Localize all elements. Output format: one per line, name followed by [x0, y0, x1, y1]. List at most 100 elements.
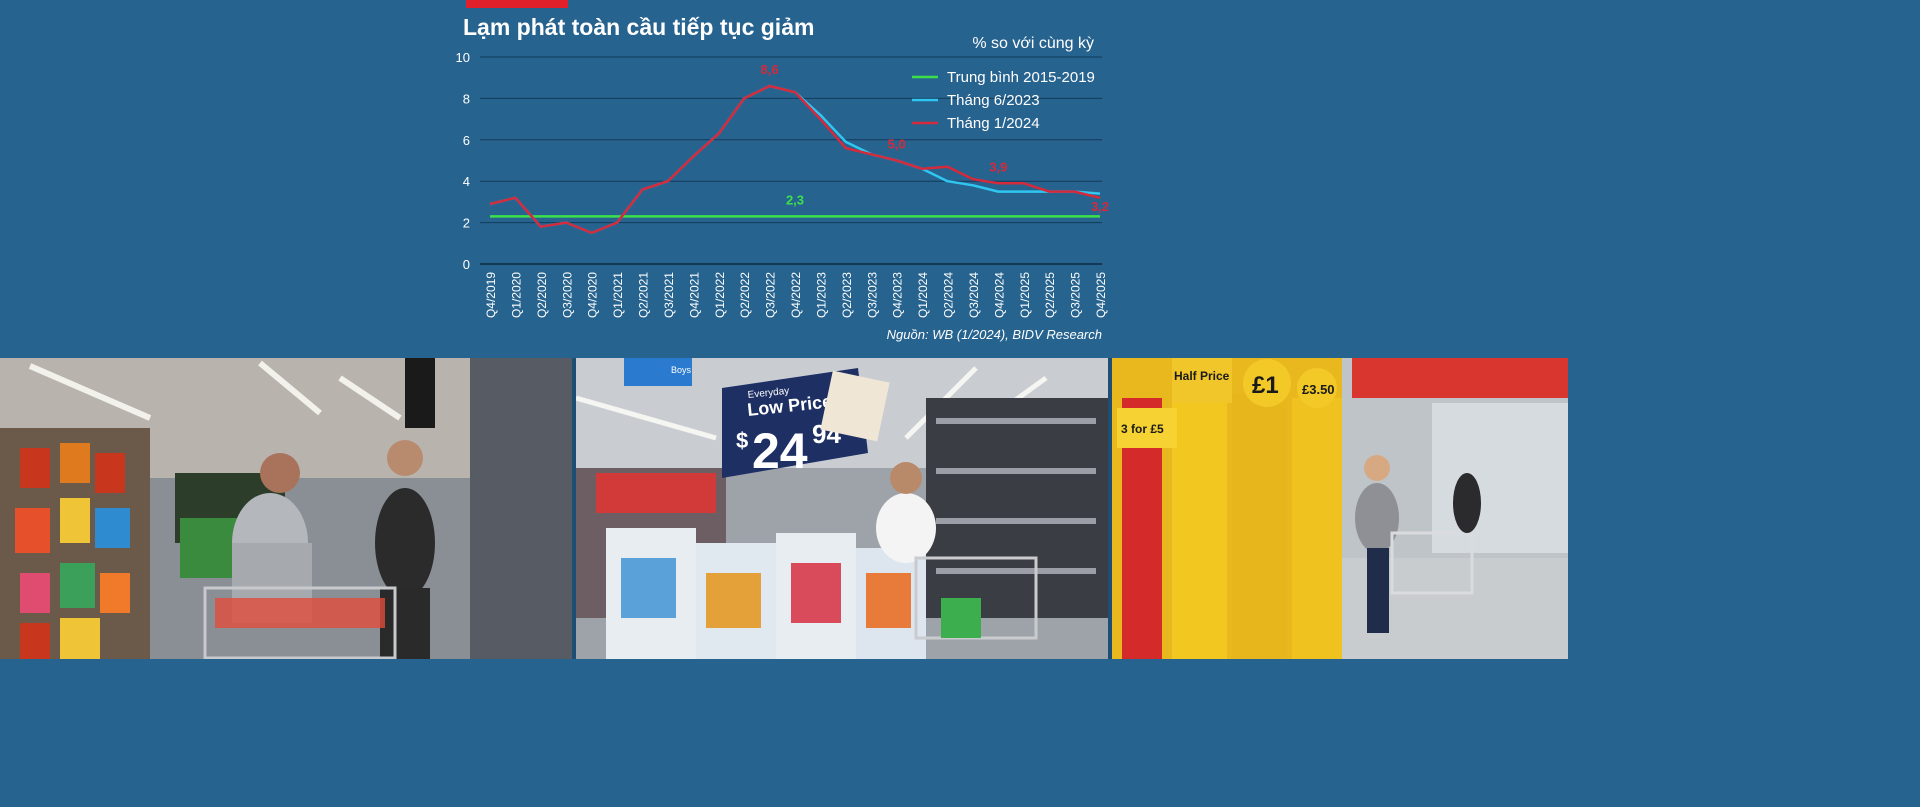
data-point	[540, 226, 541, 227]
x-tick-label: Q1/2023	[814, 272, 828, 318]
data-point	[540, 216, 541, 217]
data-point	[693, 216, 694, 217]
y-tick-label: 0	[463, 257, 470, 272]
inflation-chart: Lạm phát toàn cầu tiếp tục giảm % so với…	[456, 0, 1109, 342]
x-tick-label: Q2/2023	[840, 272, 854, 318]
data-point	[693, 156, 694, 157]
y-tick-label: 6	[463, 133, 470, 148]
data-point	[591, 216, 592, 217]
data-point	[591, 232, 592, 233]
x-tick-label: Q4/2024	[992, 272, 1006, 318]
data-point	[642, 216, 643, 217]
sign-half-price: Half Price	[1174, 369, 1230, 383]
x-tick-label: Q2/2021	[637, 272, 651, 318]
x-tick-label: Q1/2022	[713, 272, 727, 318]
data-point	[1023, 183, 1024, 184]
data-point	[490, 204, 491, 205]
x-tick-label: Q3/2023	[865, 272, 879, 318]
data-point	[820, 115, 821, 116]
data-label: 3,2	[1091, 199, 1109, 214]
sign-three-for-five: 3 for £5	[1121, 422, 1164, 436]
data-point	[515, 216, 516, 217]
x-tick-label: Q3/2022	[764, 272, 778, 318]
x-tick-label: Q1/2021	[611, 272, 625, 318]
data-point	[998, 183, 999, 184]
x-tick-label: Q4/2022	[789, 272, 803, 318]
data-point	[972, 216, 973, 217]
legend-label: Tháng 6/2023	[947, 92, 1040, 109]
data-point	[617, 216, 618, 217]
x-tick-label: Q2/2025	[1043, 272, 1057, 318]
sign-price-dollar: $	[736, 428, 748, 453]
y-tick-label: 2	[463, 216, 470, 231]
data-point	[667, 216, 668, 217]
title-accent-bar	[466, 0, 568, 8]
data-point	[896, 160, 897, 161]
data-point	[1049, 216, 1050, 217]
data-point	[972, 179, 973, 180]
x-tick-label: Q2/2022	[738, 272, 752, 318]
data-point	[998, 191, 999, 192]
x-tick-label: Q4/2021	[687, 272, 701, 318]
x-tick-label: Q3/2025	[1069, 272, 1083, 318]
photo-strip: Boys Everyday Low Price $ 24 94	[0, 358, 1568, 659]
data-point	[871, 154, 872, 155]
unit-label: % so với cùng kỳ	[972, 35, 1094, 52]
data-point	[718, 133, 719, 134]
x-tick-label: Q4/2023	[891, 272, 905, 318]
data-point	[769, 86, 770, 87]
x-tick-label: Q4/2025	[1094, 272, 1108, 318]
data-point	[744, 98, 745, 99]
low-price-display-photo: Boys Everyday Low Price $ 24 94	[576, 358, 1108, 659]
x-tick-label: Q1/2020	[509, 272, 523, 318]
data-point	[769, 216, 770, 217]
source-note: Nguồn: WB (1/2024), BIDV Research	[887, 327, 1102, 342]
shoppers-in-aisle-photo	[0, 358, 572, 659]
x-tick-label: Q4/2020	[586, 272, 600, 318]
data-point	[566, 222, 567, 223]
sign-one-pound: £1	[1252, 372, 1279, 399]
data-point	[947, 216, 948, 217]
y-tick-label: 4	[463, 174, 470, 189]
y-tick-label: 10	[456, 50, 470, 65]
data-point	[1074, 191, 1075, 192]
x-tick-label: Q3/2024	[967, 272, 981, 318]
data-point	[795, 216, 796, 217]
data-point	[1023, 216, 1024, 217]
data-point	[718, 216, 719, 217]
data-point	[515, 197, 516, 198]
data-point	[795, 92, 796, 93]
data-label: 8,6	[761, 62, 779, 77]
data-point	[922, 216, 923, 217]
x-tick-label: Q1/2025	[1018, 272, 1032, 318]
x-tick-label: Q3/2020	[560, 272, 574, 318]
sign-price-main: 24	[752, 423, 808, 479]
y-tick-label: 8	[463, 91, 470, 106]
chart-panel: Lạm phát toàn cầu tiếp tục giảm % so với…	[0, 0, 1568, 358]
boys-sign: Boys	[671, 365, 692, 375]
x-tick-label: Q3/2021	[662, 272, 676, 318]
data-point	[667, 181, 668, 182]
data-point	[1049, 191, 1050, 192]
data-point	[490, 216, 491, 217]
supermarket-shopper-photo: Half Price £1 £3.50 3 for £5	[1112, 358, 1568, 659]
series-line	[489, 84, 1101, 235]
data-point	[744, 216, 745, 217]
data-point	[845, 216, 846, 217]
data-point	[947, 181, 948, 182]
legend-label: Tháng 1/2024	[947, 115, 1040, 132]
chart-title: Lạm phát toàn cầu tiếp tục giảm	[463, 14, 814, 40]
data-point	[617, 222, 618, 223]
data-point	[1074, 216, 1075, 217]
x-tick-label: Q2/2020	[535, 272, 549, 318]
x-tick-label: Q2/2024	[942, 272, 956, 318]
data-label: 5,0	[888, 137, 906, 152]
data-point	[1023, 191, 1024, 192]
legend-label: Trung bình 2015-2019	[947, 69, 1095, 86]
sign-everyday: Everyday	[747, 386, 790, 401]
data-label: 3,9	[989, 159, 1007, 174]
data-point	[845, 148, 846, 149]
data-point	[871, 216, 872, 217]
x-tick-label: Q1/2024	[916, 272, 930, 318]
data-point	[896, 216, 897, 217]
